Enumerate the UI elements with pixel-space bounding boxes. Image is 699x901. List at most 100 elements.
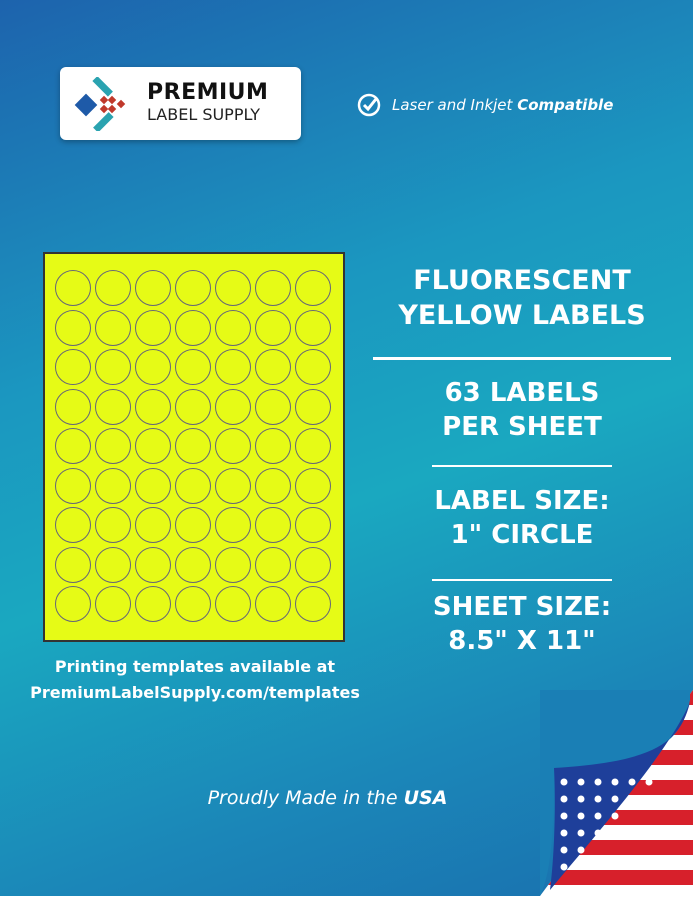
label-circle [175, 546, 211, 583]
logo-line1: PREMIUM [147, 80, 269, 105]
label-circle [175, 428, 211, 464]
us-flag-page-curl [540, 690, 693, 896]
divider [373, 357, 671, 360]
label-size: LABEL SIZE: 1" CIRCLE [372, 485, 672, 553]
flag-stripe [540, 870, 693, 885]
compat-bold: Compatible [517, 96, 614, 114]
label-circle [55, 349, 91, 385]
label-circle [135, 388, 171, 425]
label-circle [175, 507, 211, 543]
flag-star [560, 863, 568, 871]
label-circle [215, 270, 251, 306]
templates-link[interactable]: PremiumLabelSupply.com/templates [30, 682, 360, 702]
flag-star [594, 812, 602, 820]
made-bold: USA [403, 787, 448, 809]
label-circle [135, 586, 171, 622]
label-circle [295, 546, 331, 583]
templates-line1: Printing templates available at [54, 657, 336, 676]
label-circle [215, 586, 251, 622]
check-circle-icon [357, 93, 381, 117]
flag-star [577, 846, 585, 854]
sheet-size-line2: 8.5" X 11" [448, 625, 596, 656]
label-circle [215, 349, 251, 385]
label-circle [55, 467, 91, 504]
flag-star [611, 778, 619, 786]
label-circle [255, 467, 291, 504]
label-circle [135, 349, 171, 385]
flag-star [577, 829, 585, 837]
label-circle [255, 349, 291, 385]
divider [432, 579, 612, 581]
flag-star [577, 795, 585, 803]
label-count: 63 LABELS PER SHEET [372, 377, 672, 445]
label-circle [215, 507, 251, 543]
label-circle [95, 388, 131, 425]
compat-text: Laser and Inkjet [392, 96, 513, 114]
sheet-size-line1: SHEET SIZE: [432, 592, 612, 622]
label-circle [255, 309, 291, 346]
label-circle [295, 428, 331, 464]
label-circle [175, 467, 211, 504]
logo-line2: LABEL SUPPLY [147, 105, 261, 124]
flag-star [628, 778, 636, 786]
label-circle [95, 507, 131, 543]
label-circle [295, 507, 331, 543]
flag-star [560, 812, 568, 820]
label-circle [135, 428, 171, 464]
label-circle [95, 349, 131, 385]
flag-star [611, 795, 619, 803]
label-circle [55, 309, 91, 346]
compatibility-note: Laser and Inkjet Compatible [356, 92, 613, 118]
label-circle [55, 388, 91, 425]
label-circle [255, 586, 291, 622]
flag-star [560, 846, 568, 854]
label-circle [255, 428, 291, 464]
label-circle [175, 586, 211, 622]
flag-star [594, 795, 602, 803]
label-circle [175, 388, 211, 425]
templates-note: Printing templates available at PremiumLa… [0, 654, 390, 705]
label-circle [295, 586, 331, 622]
label-circle [135, 507, 171, 543]
flag-star [594, 778, 602, 786]
flag-star [577, 778, 585, 786]
made-in-usa: Proudly Made in the USA [0, 787, 693, 809]
flag-star [560, 778, 568, 786]
title-line1: FLUORESCENT [413, 265, 631, 296]
title-line2: YELLOW LABELS [398, 300, 646, 332]
label-circle [255, 270, 291, 306]
logo: PREMIUM LABEL SUPPLY [60, 67, 301, 140]
label-circle [215, 388, 251, 425]
label-circle [55, 546, 91, 583]
label-size-line1: LABEL SIZE: [434, 486, 610, 516]
sheet-size: SHEET SIZE: 8.5" X 11" [372, 591, 672, 659]
label-circle [295, 349, 331, 385]
label-circle [255, 388, 291, 425]
label-circle [55, 428, 91, 464]
label-circle [175, 270, 211, 306]
flag-star [645, 778, 653, 786]
label-circle [295, 388, 331, 425]
count-line2: PER SHEET [442, 411, 602, 442]
label-circle [255, 507, 291, 543]
label-circle [95, 546, 131, 583]
label-circle [135, 270, 171, 306]
label-circle [215, 309, 251, 346]
label-circle [95, 309, 131, 346]
label-circle [175, 309, 211, 346]
label-circle [295, 309, 331, 346]
label-circle [95, 467, 131, 504]
label-circle [215, 467, 251, 504]
product-title: FLUORESCENT YELLOW LABELS [372, 263, 672, 333]
label-circle [255, 546, 291, 583]
logo-mark-icon [74, 77, 126, 131]
label-circle [95, 270, 131, 306]
made-text: Proudly Made in the [207, 787, 398, 809]
flag-star [628, 795, 636, 803]
label-circle [215, 546, 251, 583]
label-circle [295, 270, 331, 306]
label-circle [95, 586, 131, 622]
label-circle [175, 349, 211, 385]
divider [432, 465, 612, 467]
